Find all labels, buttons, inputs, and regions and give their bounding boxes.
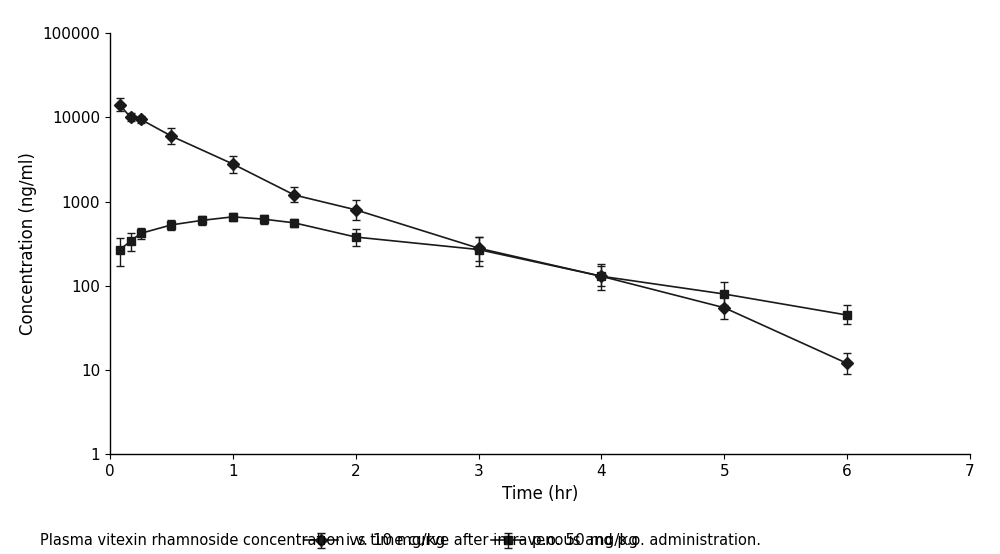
X-axis label: Time (hr): Time (hr) bbox=[502, 485, 578, 502]
Text: Plasma vitexin rhamnoside concentration vs time curve after intravenous and p.o.: Plasma vitexin rhamnoside concentration … bbox=[40, 534, 761, 548]
Y-axis label: Concentration (ng/ml): Concentration (ng/ml) bbox=[19, 152, 37, 335]
Legend: i.v. 10 mg/kg, p.o. 50 mg/kg: i.v. 10 mg/kg, p.o. 50 mg/kg bbox=[304, 534, 638, 548]
